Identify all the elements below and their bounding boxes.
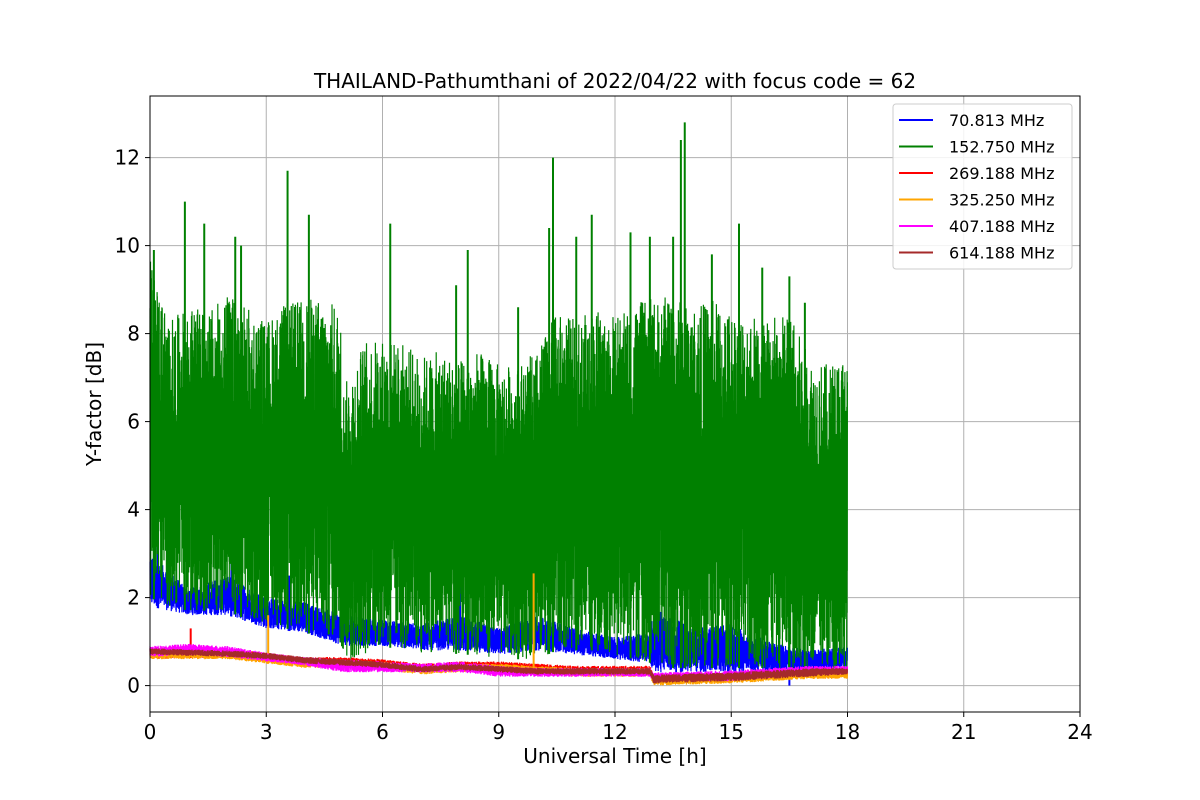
x-tick-label: 0 <box>144 720 157 744</box>
y-axis-label: Y-factor [dB] <box>82 342 106 467</box>
x-tick-label: 6 <box>376 720 389 744</box>
legend-label: 269.188 MHz <box>949 164 1054 183</box>
legend-label: 152.750 MHz <box>949 138 1054 157</box>
y-tick-label: 4 <box>127 498 140 522</box>
legend-box <box>892 103 1073 270</box>
series-line <box>149 261 849 671</box>
series-line <box>149 648 848 684</box>
x-tick-label: 9 <box>492 720 505 744</box>
x-tick-label: 3 <box>260 720 273 744</box>
x-axis-label: Universal Time [h] <box>523 744 706 768</box>
legend-label: 614.188 MHz <box>949 244 1054 263</box>
y-tick-label: 12 <box>115 146 140 170</box>
y-tick-label: 2 <box>127 586 140 610</box>
chart-title: THAILAND-Pathumthani of 2022/04/22 with … <box>313 69 916 93</box>
y-tick-label: 6 <box>127 410 140 434</box>
x-tick-label: 18 <box>835 720 860 744</box>
x-tick-label: 21 <box>951 720 976 744</box>
legend-label: 70.813 MHz <box>949 111 1044 130</box>
x-tick-label: 12 <box>602 720 627 744</box>
legend-label: 407.188 MHz <box>949 217 1054 236</box>
legend-label: 325.250 MHz <box>949 191 1054 210</box>
plot-area <box>149 122 849 686</box>
legend: 70.813 MHz 152.750 MHz 269.188 MHz 325.250 … <box>892 103 1073 270</box>
y-tick-label: 10 <box>115 234 140 258</box>
y-tick-label: 8 <box>127 322 140 346</box>
y-tick-label: 0 <box>127 674 140 698</box>
x-tick-label: 15 <box>719 720 744 744</box>
x-tick-label: 24 <box>1067 720 1092 744</box>
